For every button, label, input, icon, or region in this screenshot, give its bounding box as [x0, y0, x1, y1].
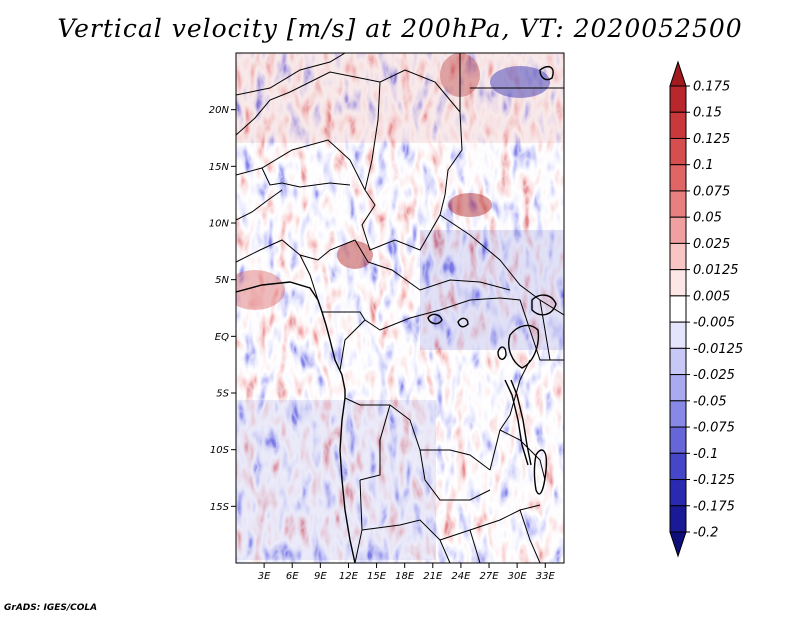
x-tick-label: 6E: [286, 571, 299, 582]
y-tick-label: 5S: [216, 389, 229, 400]
colorbar-segment: [669, 479, 687, 507]
colorbar-segment: [669, 426, 687, 454]
colorbar-bottom-arrow: [669, 531, 687, 558]
chart-title: Vertical velocity [m/s] at 200hPa, VT: 2…: [57, 14, 743, 43]
colorbar-label: -0.005: [693, 316, 735, 331]
colorbar-label: -0.1: [693, 447, 718, 462]
colorbar-segment: [669, 269, 687, 297]
y-tick-label: 20N: [209, 105, 230, 116]
y-tick-label: 5N: [215, 275, 229, 286]
y-tick-label: EQ: [215, 332, 229, 343]
colorbar-label: -0.125: [693, 473, 735, 488]
y-tick-label: 10S: [210, 445, 230, 456]
y-tick-label: 10N: [209, 219, 230, 230]
colorbar-segment: [669, 374, 687, 402]
colorbar-label: 0.005: [693, 289, 730, 304]
grads-credit: GrADS: IGES/COLA: [4, 603, 98, 613]
x-tick-label: 27E: [480, 571, 500, 582]
colorbar-segment: [669, 85, 687, 113]
colorbar-segment: [669, 190, 687, 218]
colorbar-segment: [669, 242, 687, 271]
y-tick-label: 15N: [209, 162, 230, 173]
colorbar-label: 0.15: [693, 106, 722, 121]
y-tick-label: 15S: [210, 502, 230, 513]
colorbar-segment: [669, 137, 687, 166]
colorbar-segment: [669, 164, 687, 192]
x-axis: 3E 6E 9E 12E 15E 18E 21E 24E 27E 30E 33E: [258, 563, 556, 582]
colorbar-label: -0.075: [693, 421, 735, 436]
colorbar: 0.175 0.15 0.125 0.1 0.075 0.05 0.025 0.0125 0.0…: [669, 60, 743, 558]
y-axis: 20N 15N 10N 5N EQ 5S 10S 15S: [209, 105, 236, 513]
country-borders: [236, 53, 564, 563]
colorbar-label: 0.075: [693, 184, 730, 199]
colorbar-segment: [669, 216, 687, 244]
colorbar-top-arrow: [669, 60, 687, 87]
colorbar-label: 0.0125: [693, 263, 739, 278]
coastline: [236, 66, 557, 563]
x-tick-label: 18E: [395, 571, 415, 582]
x-tick-label: 30E: [508, 571, 528, 582]
colorbar-label: 0.025: [693, 237, 730, 252]
x-tick-label: 33E: [536, 571, 556, 582]
colorbar-segment: [669, 111, 687, 139]
colorbar-label: -0.2: [693, 526, 718, 541]
velocity-field: [236, 53, 564, 563]
colorbar-label: 0.175: [693, 80, 730, 95]
x-tick-label: 21E: [423, 571, 443, 582]
colorbar-segment: [669, 505, 687, 533]
colorbar-label: -0.05: [693, 394, 727, 409]
x-tick-label: 3E: [258, 571, 271, 582]
colorbar-label: 0.05: [693, 211, 722, 226]
colorbar-segment: [669, 452, 687, 481]
colorbar-segment: [669, 321, 687, 349]
colorbar-label: -0.175: [693, 499, 735, 514]
colorbar-segment: [669, 295, 687, 323]
x-tick-label: 15E: [367, 571, 387, 582]
colorbar-label: -0.0125: [693, 342, 743, 357]
x-tick-label: 9E: [314, 571, 327, 582]
colorbar-label: -0.025: [693, 368, 735, 383]
map-frame: [235, 52, 565, 564]
colorbar-label: 0.125: [693, 132, 730, 147]
x-tick-label: 24E: [451, 571, 471, 582]
colorbar-segment: [669, 400, 687, 428]
colorbar-label: 0.1: [693, 158, 714, 173]
colorbar-segment: [669, 347, 687, 376]
x-tick-label: 12E: [339, 571, 359, 582]
